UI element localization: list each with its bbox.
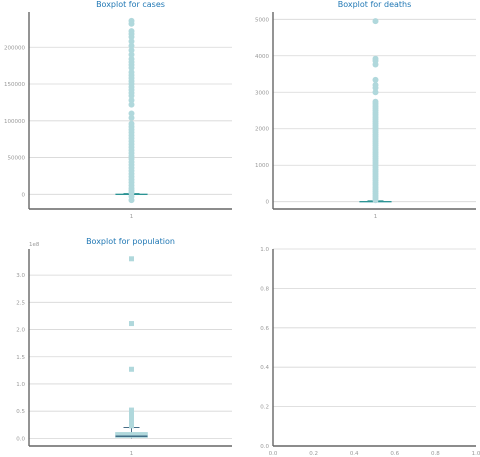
outlier-marker [372, 18, 379, 25]
y-tick-label: 0.4 [260, 365, 269, 371]
outlier-marker [372, 98, 379, 105]
outlier-marker [372, 81, 379, 88]
x-tick-label: 1 [130, 451, 134, 457]
y-tick-label: 150000 [4, 82, 25, 88]
y-tick-label: 1.0 [16, 382, 25, 388]
x-tick-label: 1 [374, 214, 378, 220]
outlier-marker [129, 366, 134, 372]
box-iqr [115, 432, 148, 438]
x-tick-label: 1.0 [472, 451, 480, 457]
y-tick-label: 0.5 [16, 409, 25, 415]
outlier-marker [128, 47, 135, 54]
subplot-3: 0.0 0.5 1.0 1.5 2.0 2.5 3.0 Boxplot for populat… [16, 237, 232, 457]
subplot-2: 0 1000 2000 3000 4000 5000 Boxplot for deaths 1 [255, 0, 476, 220]
y-tick-label: 0.8 [260, 286, 269, 292]
y-tick-label: 100000 [4, 119, 25, 125]
y-tick-label: 5000 [255, 17, 269, 23]
subplot-4: 0.0 0.2 0.4 0.6 0.8 1.0 0.0 0.2 0.4 0.6 0.8 1.0 [260, 247, 480, 457]
y-tick-label: 2000 [255, 127, 269, 133]
outlier-marker [128, 42, 135, 49]
y-tick-label: 0 [22, 192, 26, 198]
y-tick-label: 1000 [255, 163, 269, 169]
x-tick-label: 1 [130, 214, 134, 220]
outlier-marker [128, 110, 135, 117]
outlier-marker [372, 76, 379, 83]
y-tick-label: 3.0 [16, 273, 25, 279]
subplot-1: 0 50000 100000 150000 200000 Boxplot for case… [4, 0, 232, 220]
y-tick-label: 0 [266, 200, 270, 206]
y-tick-label: 1.5 [16, 355, 25, 361]
y-tick-label: 2.5 [16, 300, 25, 306]
y-tick-label: 0.6 [260, 326, 269, 332]
chart-title: Boxplot for population [86, 237, 175, 246]
outlier-marker [128, 38, 135, 45]
x-tick-label: 0.4 [350, 451, 359, 457]
outlier-marker [129, 407, 134, 413]
outlier-marker [128, 69, 135, 76]
outlier-marker [128, 114, 135, 121]
y-tick-label: 50000 [8, 156, 26, 162]
y-tick-label: 200000 [4, 45, 25, 51]
y-offset-label: 1e8 [29, 242, 40, 248]
x-tick-label: 0.0 [269, 451, 278, 457]
outlier-marker [128, 56, 135, 63]
outlier-marker [128, 120, 135, 127]
y-tick-label: 3000 [255, 90, 269, 96]
chart-title: Boxplot for cases [96, 0, 165, 9]
y-tick-label: 4000 [255, 54, 269, 60]
x-tick-label: 0.6 [390, 451, 399, 457]
x-tick-label: 0.2 [309, 451, 318, 457]
y-tick-label: 0.2 [260, 405, 269, 411]
y-tick-label: 1.0 [260, 247, 269, 253]
outlier-marker [128, 17, 135, 24]
outlier-marker [128, 51, 135, 58]
outlier-marker [128, 101, 135, 108]
outlier-marker [372, 89, 379, 96]
x-tick-label: 0.8 [431, 451, 440, 457]
y-tick-label: 2.0 [16, 328, 25, 334]
outlier-marker [128, 28, 135, 35]
outlier-marker [129, 321, 134, 327]
chart-title: Boxplot for deaths [338, 0, 412, 9]
outlier-marker [129, 256, 134, 262]
outlier-marker [128, 97, 135, 104]
y-tick-label: 0.0 [16, 436, 25, 442]
y-tick-label: 0.0 [260, 444, 269, 450]
outlier-marker [372, 55, 379, 62]
